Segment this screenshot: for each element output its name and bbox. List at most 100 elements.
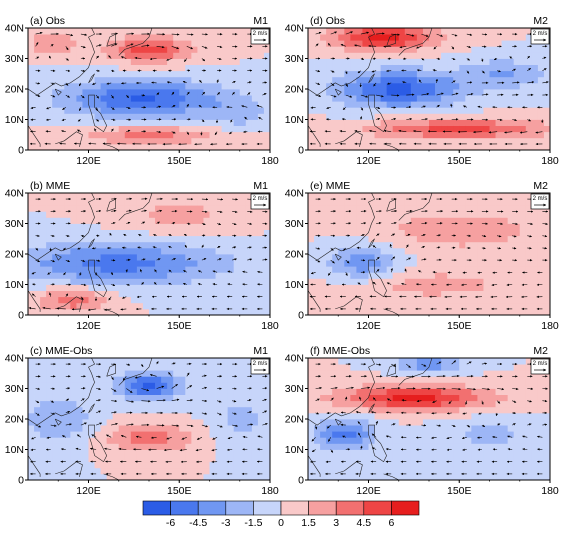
- heat-cell: [64, 40, 71, 47]
- heat-cell: [185, 247, 192, 255]
- heat-cell: [392, 76, 400, 84]
- heat-cell: [320, 358, 327, 365]
- wind-vector: [111, 221, 116, 225]
- wind-vector: [345, 82, 348, 87]
- heat-cell: [404, 272, 412, 279]
- heat-cell: [203, 113, 210, 120]
- heat-cell: [477, 272, 484, 279]
- heat-cell: [112, 82, 120, 90]
- heat-cell: [197, 34, 204, 41]
- heat-cell: [179, 443, 186, 450]
- heat-cell: [477, 131, 484, 139]
- wind-vector: [35, 387, 41, 391]
- heat-cell: [257, 461, 265, 469]
- heat-cell: [314, 425, 321, 432]
- heat-cell: [136, 388, 144, 395]
- heat-cell: [507, 260, 515, 267]
- heat-cell: [227, 64, 235, 72]
- heat-cell: [34, 290, 41, 298]
- heat-cell: [344, 193, 351, 200]
- heat-cell: [227, 473, 235, 480]
- heat-cell: [112, 241, 120, 249]
- heat-cell: [52, 223, 59, 230]
- wind-vector: [92, 82, 97, 85]
- heat-cell: [88, 296, 95, 304]
- heat-cell: [136, 412, 144, 420]
- heat-cell: [161, 131, 168, 139]
- heat-cell: [507, 241, 515, 249]
- heat-cell: [257, 382, 265, 389]
- heat-cell: [167, 278, 174, 285]
- heat-cell: [422, 223, 430, 230]
- heat-cell: [525, 278, 533, 285]
- heat-cell: [507, 125, 515, 133]
- heat-cell: [28, 241, 35, 249]
- heat-cell: [257, 58, 265, 65]
- heat-cell: [374, 284, 381, 291]
- heat-cell: [251, 290, 259, 298]
- heat-cell: [40, 461, 47, 469]
- coastline: [54, 253, 62, 261]
- heat-cell: [344, 131, 351, 139]
- heat-cell: [70, 290, 77, 298]
- heat-cell: [465, 143, 472, 150]
- wind-vector: [542, 81, 549, 84]
- heat-cell: [191, 376, 198, 383]
- heat-cell: [447, 199, 454, 206]
- heat-cell: [227, 125, 235, 133]
- heat-cell: [233, 89, 241, 96]
- heat-cell: [483, 217, 490, 224]
- wind-vector: [315, 259, 321, 263]
- heat-cell: [112, 235, 120, 243]
- heat-cell: [239, 205, 247, 212]
- heat-cell: [112, 473, 120, 480]
- heat-cell: [245, 223, 253, 230]
- heat-cell: [76, 119, 83, 126]
- heat-cell: [483, 284, 490, 291]
- heat-cell: [338, 119, 345, 126]
- heat-cell: [459, 260, 466, 267]
- heat-cell: [429, 205, 436, 212]
- heat-cell: [489, 64, 496, 72]
- heat-cell: [118, 46, 126, 53]
- wind-vector: [71, 308, 81, 311]
- heat-cell: [489, 46, 496, 53]
- heat-cell: [356, 241, 363, 249]
- heat-cell: [124, 46, 132, 53]
- heat-cell: [167, 34, 174, 41]
- heat-cell: [64, 199, 71, 206]
- heat-cell: [209, 40, 216, 47]
- heat-cell: [40, 119, 47, 126]
- heat-cell: [34, 107, 41, 114]
- heat-cell: [94, 46, 101, 53]
- heat-cell: [203, 101, 210, 108]
- heat-cell: [197, 107, 204, 114]
- heat-cell: [507, 89, 515, 96]
- heat-cell: [362, 205, 369, 212]
- heat-cell: [543, 64, 550, 72]
- heat-cell: [64, 272, 71, 279]
- heat-cell: [368, 137, 375, 145]
- heat-cell: [34, 419, 41, 426]
- heat-cell: [245, 419, 253, 426]
- heat-cell: [320, 107, 327, 114]
- heat-cell: [239, 217, 247, 224]
- heat-cell: [94, 199, 101, 206]
- heat-cell: [326, 394, 333, 402]
- heat-cell: [519, 137, 527, 145]
- heat-cell: [118, 107, 126, 114]
- heat-cell: [386, 235, 394, 243]
- coastline: [308, 28, 376, 96]
- heat-cell: [239, 394, 247, 402]
- heat-cell: [209, 406, 216, 414]
- heat-cell: [173, 119, 180, 126]
- heat-cell: [392, 254, 400, 261]
- reference-vector-label: 2 m/s: [253, 196, 268, 202]
- heat-cell: [112, 278, 120, 285]
- heat-cell: [34, 205, 41, 212]
- heat-cell: [221, 205, 229, 212]
- heat-cell: [531, 278, 539, 285]
- heat-cell: [197, 193, 204, 200]
- heat-cell: [344, 211, 351, 218]
- heat-cell: [64, 467, 71, 475]
